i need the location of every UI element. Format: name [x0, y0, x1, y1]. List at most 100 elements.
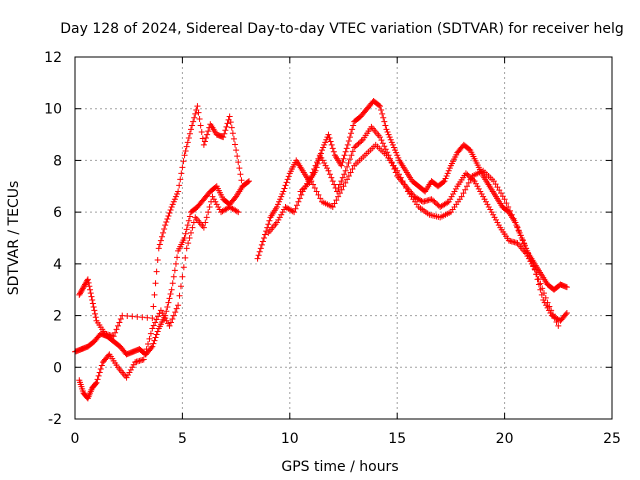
data-point-interp — [318, 154, 325, 161]
data-point-interp — [87, 290, 94, 297]
data-point-interp — [388, 139, 395, 146]
data-point-interp — [117, 316, 124, 323]
data-point-interp — [169, 316, 176, 323]
data-point-interp — [179, 164, 186, 171]
data-point-interp — [192, 110, 199, 117]
data-point-interp — [281, 185, 288, 192]
data-point-interp — [187, 229, 194, 236]
data-point — [377, 103, 384, 110]
data-point-interp — [276, 198, 283, 205]
data-point-interp — [494, 184, 501, 191]
data-point-interp — [156, 241, 163, 248]
data-point-interp — [127, 366, 134, 373]
data-point — [181, 235, 188, 241]
data-point-interp — [152, 334, 159, 341]
data-point-interp — [139, 314, 146, 321]
data-point-interp — [333, 197, 340, 204]
data-point-interp — [276, 214, 283, 221]
y-tick-label: 4 — [53, 257, 62, 273]
data-point-interp — [462, 186, 469, 193]
data-point-interp — [482, 198, 489, 205]
data-point-interp — [186, 213, 193, 220]
data-point-interp — [322, 139, 329, 146]
data-point-interp — [338, 178, 345, 185]
data-point-interp — [345, 160, 352, 167]
data-point-interp — [472, 180, 479, 187]
data-point-interp — [311, 185, 318, 192]
data-point-interp — [295, 198, 302, 205]
data-point-interp — [169, 201, 176, 208]
data-point — [389, 141, 396, 148]
data-point-interp — [379, 140, 386, 147]
data-point — [325, 131, 332, 138]
data-point-interp — [77, 289, 84, 296]
grid-lines — [75, 57, 612, 419]
data-point-interp — [323, 136, 330, 143]
data-point-interp — [481, 196, 488, 203]
data-point-interp — [313, 188, 320, 195]
data-point-interp — [478, 191, 485, 198]
data-point-interp — [542, 294, 549, 301]
data-point — [308, 178, 315, 185]
data-point-interp — [153, 268, 160, 275]
data-point-interp — [492, 181, 499, 188]
data-point-interp — [129, 364, 136, 371]
data-point — [319, 147, 326, 154]
data-point-interp — [238, 177, 245, 184]
data-point-interp — [142, 351, 149, 358]
data-point-interp — [339, 159, 346, 166]
data-point — [342, 167, 349, 174]
data-point-interp — [432, 200, 439, 207]
data-point-interp — [375, 102, 382, 109]
data-point-interp — [196, 116, 203, 123]
data-point-interp — [85, 279, 92, 286]
data-point-interp — [186, 235, 193, 241]
data-point — [233, 147, 240, 154]
data-point-interp — [150, 340, 157, 347]
plot-frame — [74, 56, 613, 420]
data-point-interp — [163, 308, 170, 315]
data-point — [187, 126, 194, 133]
data-point-interp — [317, 195, 324, 202]
data-point-interp — [163, 219, 170, 226]
data-point — [351, 144, 358, 151]
data-point-interp — [475, 185, 482, 192]
data-point-interp — [262, 231, 269, 238]
data-point-interp — [189, 122, 196, 129]
data-point-interp — [244, 178, 251, 185]
data-point-interp — [344, 163, 351, 170]
data-point-interp — [160, 312, 167, 319]
data-point-interp — [130, 361, 137, 368]
data-point-interp — [97, 366, 104, 373]
data-point-interp — [129, 313, 136, 320]
data-point-interp — [503, 200, 510, 207]
data-point-interp — [499, 193, 506, 200]
data-point-interp — [145, 341, 152, 348]
data-point-interp — [151, 337, 158, 344]
data-point-interp — [445, 167, 452, 174]
data-point — [226, 113, 233, 120]
data-point-interp — [510, 215, 517, 222]
data-point — [166, 322, 173, 329]
data-point-interp — [166, 295, 173, 302]
data-point-interp — [535, 275, 542, 282]
data-point-interp — [176, 292, 183, 299]
data-point-interp — [172, 309, 179, 316]
data-point-interp — [284, 176, 291, 183]
data-point — [501, 196, 508, 203]
data-point-interp — [152, 319, 159, 326]
data-point — [181, 152, 188, 159]
data-point-interp — [562, 311, 569, 318]
data-point — [220, 134, 227, 141]
data-point-interp — [232, 194, 239, 201]
data-point-interp — [343, 145, 350, 152]
y-tick-label: 2 — [53, 309, 62, 325]
data-point — [175, 302, 182, 309]
data-point-interp — [259, 238, 266, 245]
data-point-interp — [185, 135, 192, 142]
data-point-interp — [514, 223, 521, 230]
data-point-interp — [349, 148, 356, 155]
data-point-interp — [498, 190, 505, 197]
data-point-interp — [344, 176, 351, 183]
data-point-interp — [114, 322, 121, 329]
